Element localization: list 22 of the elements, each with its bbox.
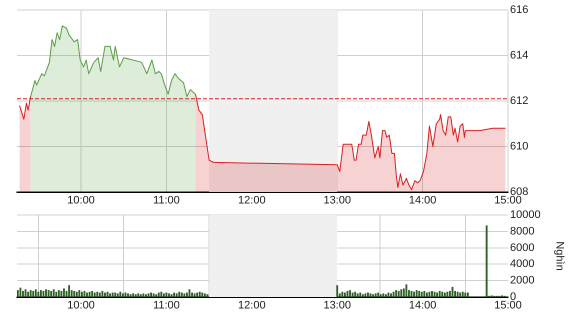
y-tick-label: 612 <box>510 95 528 108</box>
x-tick-label: 11:00 <box>153 300 180 312</box>
x-tick-label: 10:00 <box>67 194 95 207</box>
y-tick-label: 4000 <box>510 258 534 270</box>
y-tick-label: 614 <box>510 50 528 62</box>
x-tick-label: 15:00 <box>494 300 522 312</box>
x-tick-label: 12:00 <box>238 194 266 207</box>
x-tick-label: 13:00 <box>323 300 351 312</box>
y-tick-label: 10000 <box>510 209 541 222</box>
x-tick-label: 12:00 <box>238 300 266 312</box>
x-tick-label: 11:00 <box>153 194 180 207</box>
y-tick-label: 6000 <box>510 242 534 254</box>
x-tick-label: 14:00 <box>408 300 436 312</box>
y-tick-label: 8000 <box>510 225 534 238</box>
y-tick-label: 610 <box>510 140 528 153</box>
x-tick-label: 13:00 <box>323 194 351 207</box>
x-tick-label: 15:00 <box>494 194 522 207</box>
y-axis-title: Nghìn <box>553 241 566 271</box>
x-tick-label: 14:00 <box>408 194 436 207</box>
y-tick-label: 616 <box>510 4 528 16</box>
y-tick-label: 2000 <box>510 274 534 287</box>
x-tick-label: 10:00 <box>67 300 95 312</box>
